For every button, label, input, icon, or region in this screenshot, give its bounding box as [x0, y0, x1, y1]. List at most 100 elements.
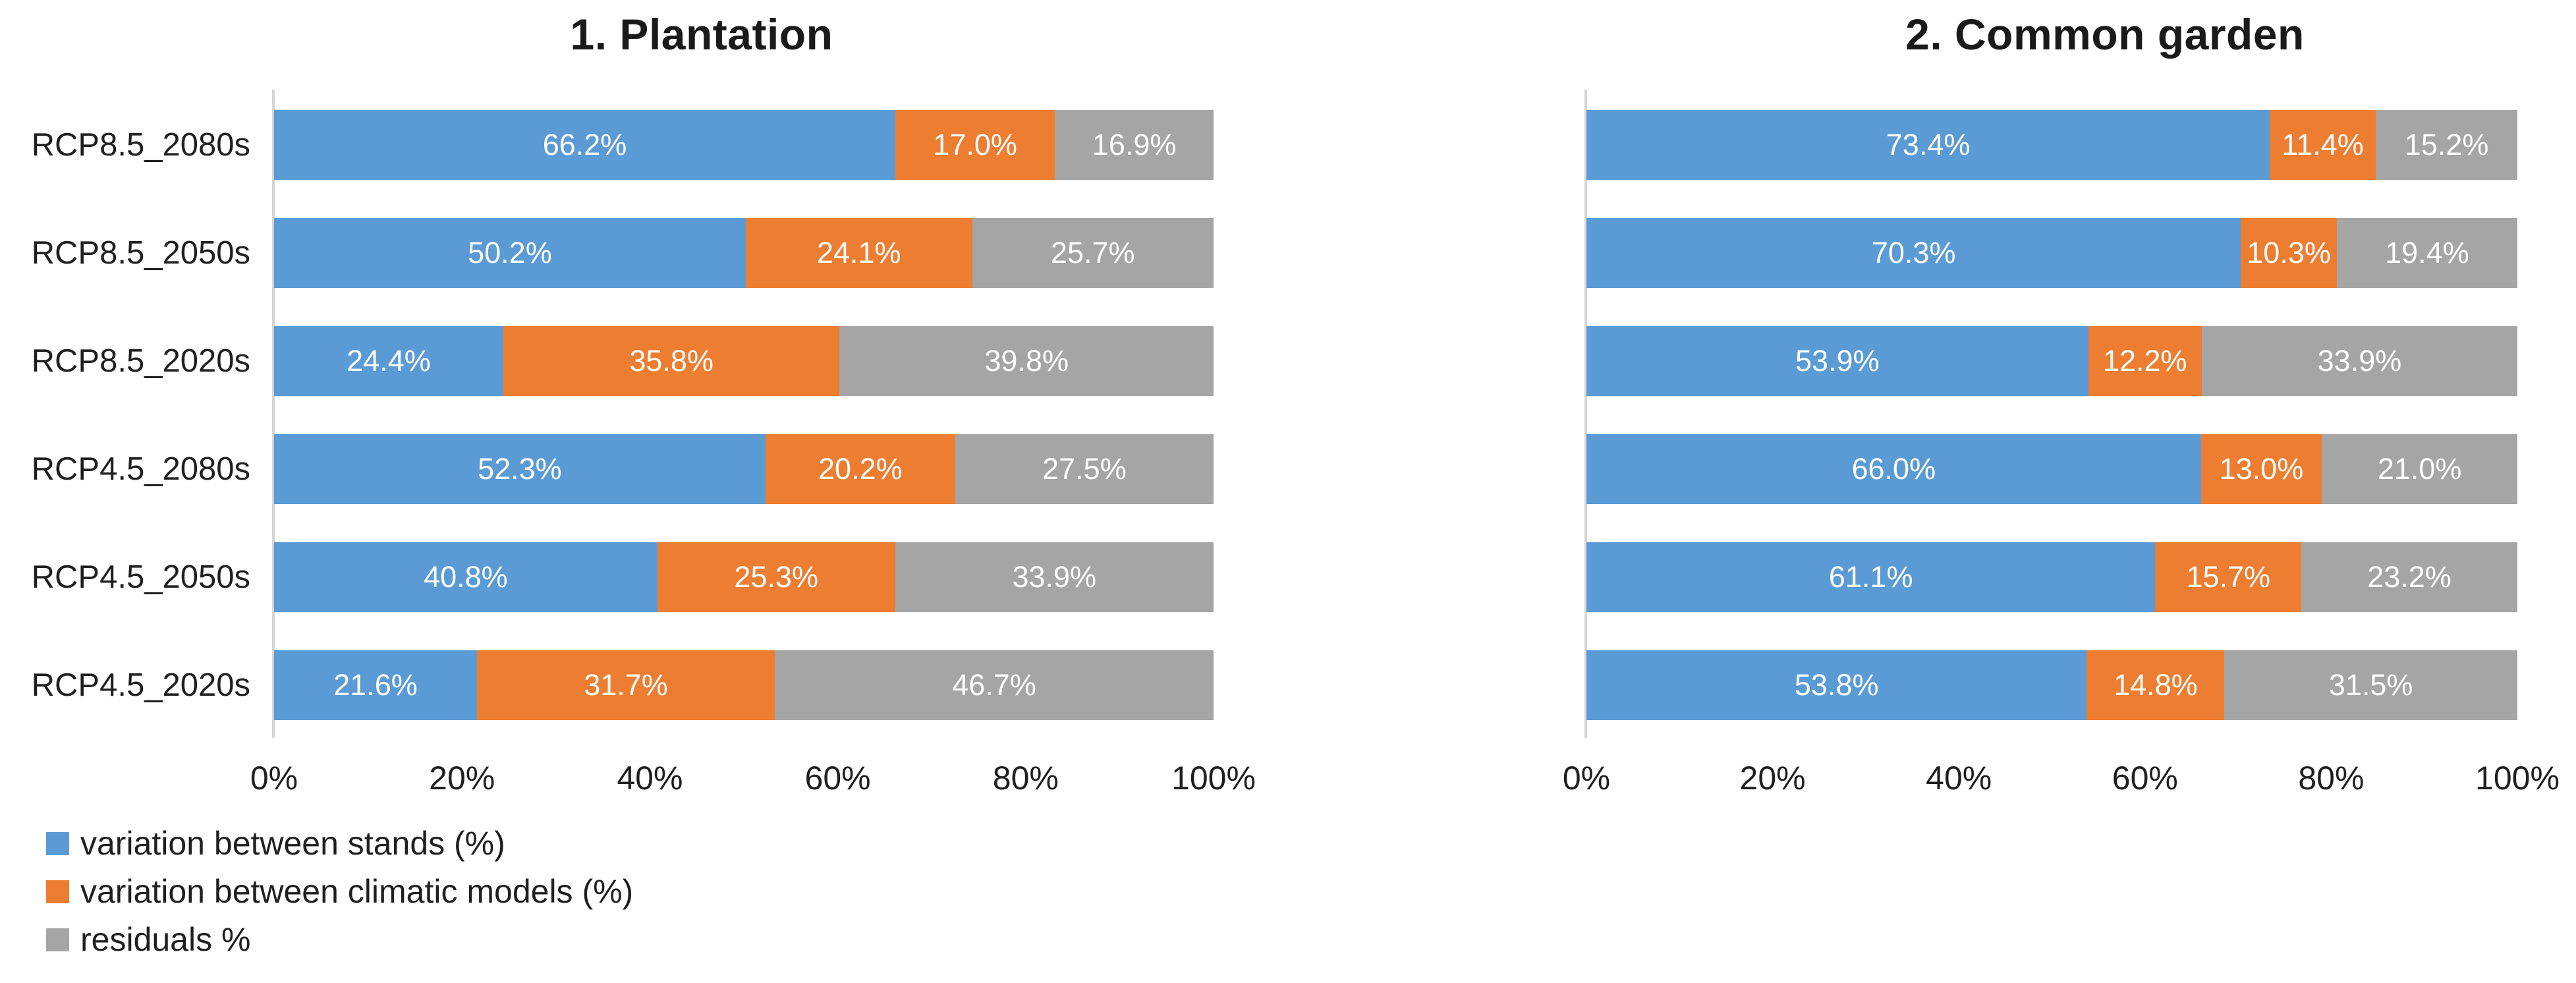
bar-segment-stands: 66.2% — [274, 110, 896, 180]
stacked-bar: 40.8% 25.3% 33.9% — [274, 542, 1214, 612]
bar-value-label: 33.9% — [2317, 344, 2402, 378]
category-label: RCP8.5_2050s — [31, 235, 250, 271]
legend-item: variation between climatic models (%) — [46, 873, 633, 910]
x-axis-tick-label: 0% — [250, 760, 298, 797]
bar-segment-models: 11.4% — [2270, 110, 2376, 180]
stacked-bar: 52.3% 20.2% 27.5% — [274, 434, 1214, 504]
bar-segment-stands: 61.1% — [1586, 542, 2156, 612]
legend-color-swatch — [46, 928, 69, 951]
bar-segment-residuals: 31.5% — [2224, 650, 2517, 720]
stacked-bar: 50.2% 24.1% 25.7% — [274, 218, 1214, 288]
x-axis-common-garden: 0% 20% 40% 60% 80% 100% — [1563, 759, 2560, 801]
legend-color-swatch — [46, 880, 69, 903]
bar-segment-models: 20.2% — [765, 434, 955, 504]
bar-value-label: 20.2% — [818, 452, 903, 486]
bar-value-label: 66.0% — [1851, 452, 1936, 486]
y-axis-line — [272, 90, 275, 738]
bar-value-label: 31.7% — [584, 668, 668, 702]
legend-item: variation between stands (%) — [46, 825, 633, 862]
bar-segment-models: 24.1% — [745, 218, 972, 288]
bar-value-label: 23.2% — [2367, 560, 2451, 594]
bar-row-RCP4.5_2080s: 66.0% 13.0% 21.0% — [1586, 415, 2517, 523]
x-axis-tick-label: 0% — [1562, 760, 1611, 797]
x-axis-tick-label: 40% — [1926, 760, 1992, 797]
bar-value-label: 31.5% — [2328, 668, 2413, 702]
bar-value-label: 61.1% — [1828, 560, 1913, 594]
bar-value-label: 27.5% — [1042, 452, 1127, 486]
x-axis-tick-label: 40% — [617, 760, 683, 797]
category-label: RCP8.5_2080s — [31, 127, 250, 163]
legend-label: residuals % — [80, 921, 251, 958]
bar-row-RCP8.5_2050s: 50.2% 24.1% 25.7% — [274, 199, 1214, 307]
bar-value-label: 21.6% — [333, 668, 418, 702]
bar-segment-stands: 73.4% — [1586, 110, 2270, 180]
bar-segment-stands: 66.0% — [1586, 434, 2201, 504]
stacked-bar: 70.3% 10.3% 19.4% — [1586, 218, 2517, 288]
bar-segment-stands: 53.8% — [1586, 650, 2087, 720]
bar-value-label: 39.8% — [984, 344, 1069, 378]
x-axis-tick-label: 60% — [2112, 760, 2178, 797]
stacked-bar: 53.8% 14.8% 31.5% — [1586, 650, 2517, 720]
bar-value-label: 52.3% — [478, 452, 562, 486]
bar-segment-stands: 53.9% — [1586, 326, 2088, 396]
bar-segment-models: 13.0% — [2200, 434, 2322, 504]
bar-value-label: 15.2% — [2404, 128, 2489, 161]
stacked-bar: 61.1% 15.7% 23.2% — [1586, 542, 2517, 612]
y-axis-line — [1584, 90, 1587, 738]
category-label: RCP4.5_2050s — [31, 559, 250, 595]
x-axis-tick-label: 100% — [2475, 760, 2560, 797]
stacked-bar: 66.0% 13.0% 21.0% — [1586, 434, 2517, 504]
bar-segment-residuals: 16.9% — [1055, 110, 1214, 180]
category-label: RCP4.5_2080s — [31, 451, 250, 487]
legend-item: residuals % — [46, 921, 633, 958]
stacked-bar: 21.6% 31.7% 46.7% — [274, 650, 1214, 720]
bar-segment-models: 35.8% — [503, 326, 840, 396]
bar-segment-residuals: 25.7% — [972, 218, 1214, 288]
bar-value-label: 24.1% — [816, 236, 901, 269]
bar-value-label: 46.7% — [952, 668, 1036, 702]
bar-value-label: 14.8% — [2114, 668, 2198, 702]
bar-row-RCP8.5_2020s: 53.9% 12.2% 33.9% — [1586, 307, 2517, 415]
bar-value-label: 53.8% — [1794, 668, 1879, 702]
category-label: RCP4.5_2020s — [31, 667, 250, 703]
bar-value-label: 33.9% — [1012, 560, 1097, 594]
bar-segment-residuals: 19.4% — [2336, 218, 2517, 288]
bar-value-label: 73.4% — [1886, 128, 1971, 161]
bar-segment-models: 12.2% — [2088, 326, 2202, 396]
chart-title-common-garden: 2. Common garden — [1905, 10, 2305, 59]
category-label: RCP8.5_2020s — [31, 343, 250, 379]
bar-segment-residuals: 46.7% — [775, 650, 1214, 720]
bar-value-label: 15.7% — [2186, 560, 2271, 594]
stacked-bar: 24.4% 35.8% 39.8% — [274, 326, 1214, 396]
stacked-bar: 53.9% 12.2% 33.9% — [1586, 326, 2517, 396]
bar-segment-residuals: 33.9% — [2201, 326, 2517, 396]
x-axis-tick-label: 100% — [1171, 760, 1256, 797]
legend: variation between stands (%) variation be… — [46, 825, 633, 969]
bar-segment-residuals: 33.9% — [895, 542, 1214, 612]
bar-value-label: 24.4% — [347, 344, 431, 378]
bar-segment-stands: 52.3% — [274, 434, 766, 504]
bar-value-label: 12.2% — [2102, 344, 2187, 378]
bar-value-label: 40.8% — [424, 560, 508, 594]
bar-value-label: 10.3% — [2247, 236, 2331, 269]
x-axis-tick-label: 20% — [1739, 760, 1806, 797]
bar-row-RCP8.5_2080s: 66.2% 17.0% 16.9% — [274, 91, 1214, 199]
bar-segment-residuals: 27.5% — [955, 434, 1214, 504]
bar-value-label: 35.8% — [629, 344, 714, 378]
bar-value-label: 66.2% — [542, 128, 627, 161]
bar-value-label: 70.3% — [1871, 236, 1956, 269]
bar-segment-models: 25.3% — [657, 542, 895, 612]
x-axis-tick-label: 80% — [2298, 760, 2365, 797]
bar-row-RCP4.5_2020s: 21.6% 31.7% 46.7% — [274, 631, 1214, 739]
bar-value-label: 21.0% — [2377, 452, 2462, 486]
bar-row-RCP4.5_2080s: 52.3% 20.2% 27.5% — [274, 415, 1214, 523]
bar-segment-stands: 40.8% — [274, 542, 658, 612]
bar-segment-stands: 24.4% — [274, 326, 503, 396]
bar-segment-models: 10.3% — [2241, 218, 2337, 288]
bar-segment-residuals: 39.8% — [839, 326, 1214, 396]
x-axis-tick-label: 20% — [429, 760, 495, 797]
stacked-bar: 66.2% 17.0% 16.9% — [274, 110, 1214, 180]
bar-value-label: 13.0% — [2219, 452, 2304, 486]
bar-segment-models: 17.0% — [895, 110, 1055, 180]
bar-value-label: 53.9% — [1795, 344, 1880, 378]
